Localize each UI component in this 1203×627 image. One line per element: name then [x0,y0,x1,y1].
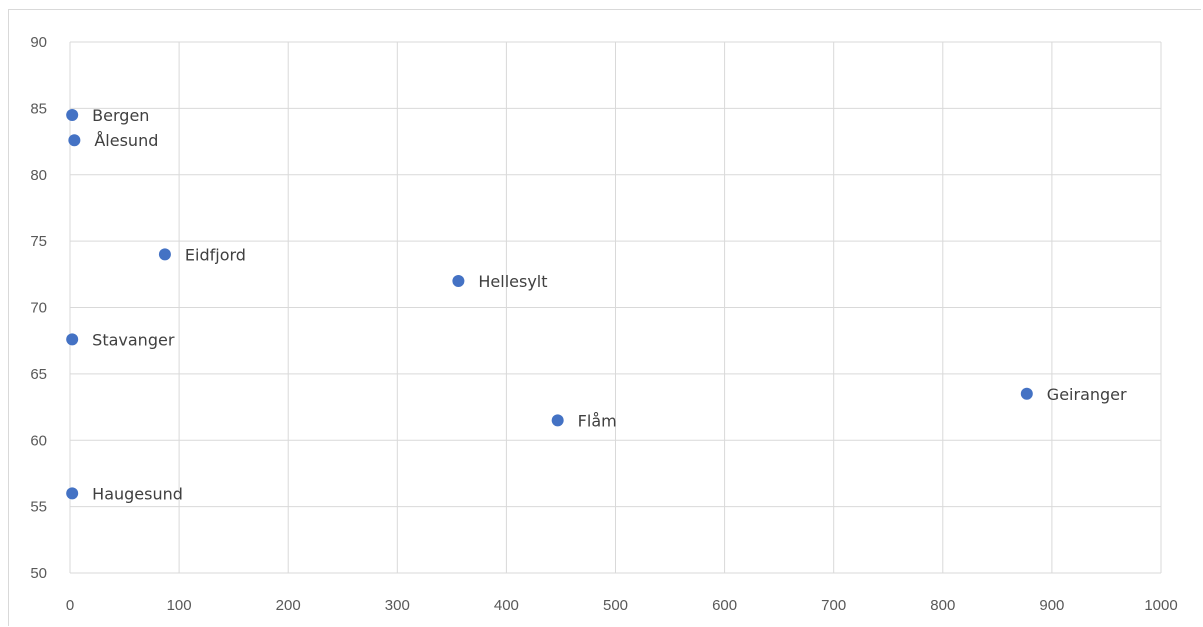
data-point [66,109,79,122]
x-tick-label: 100 [167,597,192,614]
data-label: Ålesund [94,131,158,150]
data-point [66,487,79,500]
y-tick-label: 50 [30,565,47,582]
data-point [158,248,171,261]
data-label: Hellesylt [478,272,547,291]
data-label: Bergen [92,106,149,125]
x-tick-label: 600 [712,597,737,614]
y-tick-label: 80 [30,167,47,184]
x-tick-label: 900 [1039,597,1064,614]
data-label: Eidfjord [185,245,246,264]
data-label: Geiranger [1047,385,1127,404]
x-tick-label: 800 [930,597,955,614]
y-tick-label: 65 [30,366,47,383]
y-tick-label: 60 [30,432,47,449]
data-point [1020,387,1033,400]
x-tick-label: 500 [603,597,628,614]
data-point [452,274,465,287]
data-point [66,333,79,346]
data-point [551,414,564,427]
y-tick-label: 75 [30,233,47,250]
data-label: Flåm [578,411,617,430]
x-axis-ticks: 0 100 200 300 400 500 600 700 800 900 1000 [66,597,1178,614]
data-labels: Bergen Ålesund Eidfjord Hellesylt Stavanger G… [92,106,1127,503]
y-tick-label: 85 [30,100,47,117]
data-point [68,134,81,147]
x-tick-label: 400 [494,597,519,614]
data-points [66,109,1033,500]
y-tick-label: 70 [30,300,47,317]
x-tick-label: 1000 [1144,597,1177,614]
x-tick-label: 0 [66,597,74,614]
x-tick-label: 300 [385,597,410,614]
y-tick-label: 90 [30,34,47,51]
data-label: Haugesund [92,484,183,503]
chart-area [8,9,1201,626]
grid-lines [69,41,1162,574]
data-label: Stavanger [92,330,175,349]
x-tick-label: 700 [821,597,846,614]
y-tick-label: 55 [30,499,47,516]
x-tick-label: 200 [276,597,301,614]
y-axis-ticks: 50 55 60 65 70 75 80 85 90 [30,34,47,582]
